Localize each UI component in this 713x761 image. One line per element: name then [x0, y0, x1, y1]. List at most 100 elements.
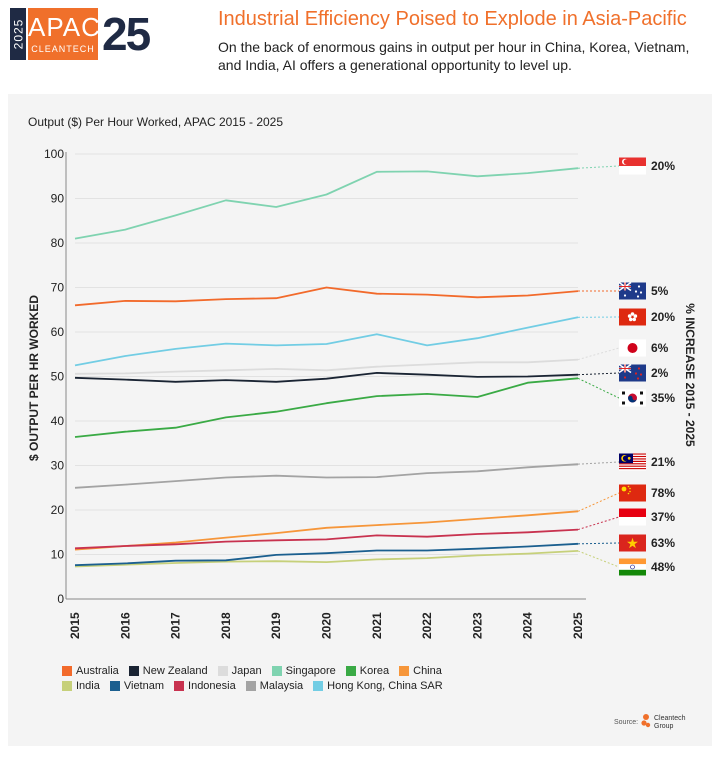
increase-label: 63% [651, 536, 675, 550]
flag-part [640, 391, 643, 395]
legend-item: Korea [345, 663, 389, 678]
flag-part [632, 317, 637, 322]
series-lines [74, 167, 579, 568]
x-tick-label: 2022 [420, 612, 434, 639]
legend-label: Indonesia [188, 679, 236, 692]
series-line-singapore [74, 167, 579, 240]
flag-part [622, 455, 629, 461]
y-tick-label: 50 [51, 370, 65, 384]
japan-flag [619, 339, 646, 357]
increase-label: 21% [651, 455, 675, 469]
y-axis-label: $ OUTPUT PER HR WORKED [27, 295, 41, 461]
flag-part [623, 159, 629, 165]
y-tick-label: 10 [51, 548, 65, 562]
x-tick-label: 2019 [269, 612, 283, 639]
legend-swatch [345, 665, 356, 676]
increase-label: 5% [651, 284, 669, 298]
legend-label: China [413, 664, 442, 677]
series-line-china [74, 510, 579, 551]
flag-part [628, 395, 637, 403]
label-connector [577, 347, 620, 361]
x-tick-label: 2023 [470, 612, 484, 639]
source-brand: Cleantech Group [654, 715, 686, 730]
legend-item: Hong Kong, China SAR [313, 678, 443, 693]
label-connector [577, 516, 620, 531]
series-line-japan [74, 358, 579, 375]
logo-box: APAC CLEANTECH [28, 8, 101, 60]
legend-item: Indonesia [174, 678, 236, 693]
increase-label: 6% [651, 341, 669, 355]
legend-item: New Zealand [128, 663, 208, 678]
end-labels: 20% 5% 20% 6% 2% 35% 21% 78% 37% 63% 48% [577, 157, 675, 576]
indonesia-flag [619, 508, 646, 526]
label-connector [577, 165, 620, 169]
flag-part [623, 294, 627, 297]
flag-part [619, 465, 646, 467]
flag-part [627, 492, 630, 495]
flag-part [619, 368, 631, 369]
legend-label: Hong Kong, China SAR [327, 679, 443, 692]
flag-part [637, 367, 641, 370]
flag-part [639, 373, 643, 376]
legend-swatch [245, 680, 256, 691]
series-line-india [74, 550, 579, 568]
new-zealand-flag [618, 363, 646, 382]
india-flag [619, 558, 646, 576]
legend-swatch [128, 665, 139, 676]
label-connector [577, 492, 620, 512]
malaysia-flag [619, 453, 646, 471]
flag-part [629, 487, 631, 490]
y-tick-label: 60 [51, 325, 65, 339]
label-connector [577, 550, 620, 568]
legend-swatch [271, 665, 282, 676]
chart-title: Output ($) Per Hour Worked, APAC 2015 - … [28, 115, 284, 129]
legend-item: Singapore [271, 663, 336, 678]
y-axis: 0 10 20 30 40 50 60 70 80 90 100 [44, 147, 67, 606]
flag-part [619, 464, 646, 466]
flag-part [619, 508, 646, 517]
flag-part [628, 317, 633, 322]
flag-part [619, 157, 646, 166]
series-line-new-zealand [74, 371, 579, 383]
flag-part [627, 343, 638, 353]
series-line-australia [74, 286, 579, 307]
legend-swatch [62, 680, 72, 691]
flag-part [621, 486, 627, 492]
label-connector [577, 372, 620, 376]
flag-part [634, 372, 638, 375]
hong-kong-flag [619, 308, 646, 326]
korea-flag [619, 389, 646, 407]
series-line-malaysia [74, 463, 579, 489]
flag-part [639, 291, 643, 294]
label-connector [577, 542, 620, 545]
increase-label: 2% [651, 366, 669, 380]
increase-label: 20% [651, 310, 675, 324]
flag-part [619, 308, 646, 326]
australia-flag [618, 281, 646, 300]
y-tick-label: 30 [51, 459, 65, 473]
y-tick-label: 40 [51, 414, 65, 428]
grid-lines [75, 153, 578, 555]
increase-label: 48% [651, 560, 675, 574]
legend-item: Japan [217, 663, 262, 678]
logo-number: 25 [102, 8, 151, 60]
legend-swatch [174, 680, 185, 691]
legend-label: New Zealand [142, 664, 208, 677]
legend-swatch [109, 680, 120, 691]
flag-part [622, 391, 625, 395]
source-attribution: Source: Cleantech Group [614, 713, 694, 733]
legend-item: Australia [62, 663, 119, 678]
x-tick-label: 2024 [521, 612, 535, 639]
flag-part [630, 564, 635, 570]
legend-label: India [76, 679, 100, 692]
y-tick-label: 80 [51, 236, 65, 250]
flag-part [633, 314, 638, 318]
y-tick-label: 20 [51, 503, 65, 517]
vietnam-flag [619, 534, 646, 552]
singapore-flag [619, 157, 646, 175]
legend-label: Singapore [285, 664, 336, 677]
flag-part [640, 401, 643, 405]
y-tick-label: 90 [51, 192, 65, 206]
logo-apac-text: APAC [28, 12, 101, 42]
